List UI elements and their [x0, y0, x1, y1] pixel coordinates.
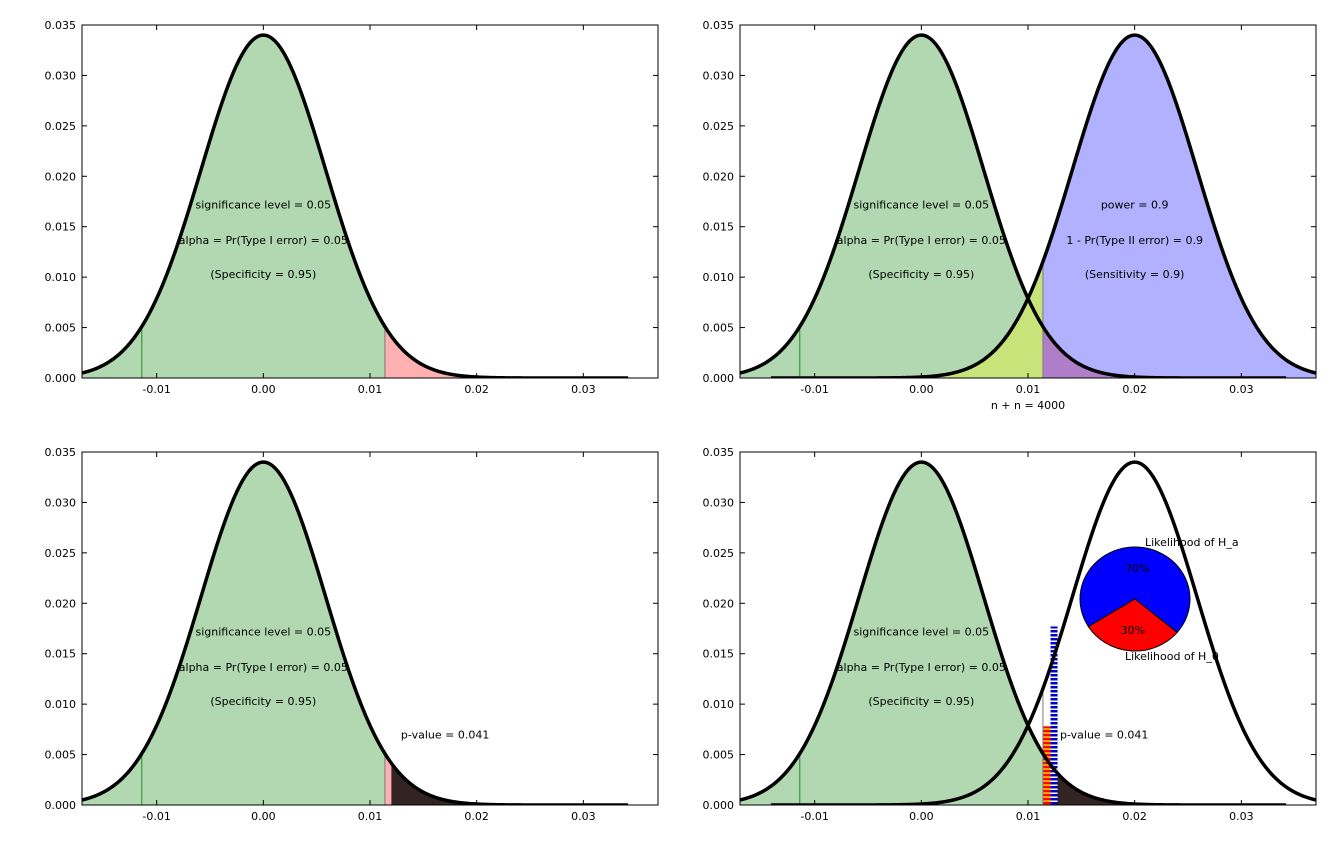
y-tick-label: 0.000 [703, 799, 735, 812]
plot-area [740, 460, 1316, 805]
y-tick-label: 0.025 [45, 547, 77, 560]
x-tick-label: 0.01 [1016, 383, 1041, 396]
y-tick-label: 0.020 [703, 597, 735, 610]
power-area [1042, 35, 1316, 378]
x-tick-label: 0.03 [1229, 810, 1254, 823]
annotation-null-1: significance level = 0.05 [195, 199, 331, 212]
annotation-alt-1: power = 0.9 [1101, 199, 1169, 212]
x-tick-label: -0.01 [142, 810, 170, 823]
x-tick-label: 0.02 [1122, 810, 1147, 823]
chart-panel-2: -0.01 0.00 0.01 0.02 0.03 0.000 0.005 0.010 0.01… [703, 19, 1317, 412]
y-tick-label: 0.035 [703, 446, 735, 459]
y-tick-label: 0.010 [703, 271, 735, 284]
plot-area [82, 460, 629, 805]
y-tick-label: 0.030 [703, 69, 735, 82]
x-tick-label: 0.02 [464, 810, 489, 823]
y-tick-label: 0.030 [45, 496, 77, 509]
chart-panel-4: -0.01 0.00 0.01 0.02 0.03 0.000 0.005 0.010 0.01… [703, 446, 1317, 823]
y-tick-label: 0.005 [45, 322, 77, 335]
x-tick-label: -0.01 [800, 810, 828, 823]
annotation-null-2: alpha = Pr(Type I error) = 0.05 [837, 661, 1006, 674]
y-tick-label: 0.015 [703, 648, 735, 661]
y-tick-label: 0.010 [45, 698, 77, 711]
y-tick-label: 0.000 [45, 372, 77, 385]
y-tick-label: 0.010 [45, 271, 77, 284]
annotation-null-2: alpha = Pr(Type I error) = 0.05 [179, 234, 348, 247]
pie-pct-label-2: 30% [1120, 624, 1144, 637]
x-tick-label: 0.01 [358, 810, 383, 823]
y-tick-label: 0.015 [45, 221, 77, 234]
y-tick-label: 0.005 [45, 749, 77, 762]
y-tick-label: 0.030 [45, 69, 77, 82]
y-tick-label: 0.015 [45, 648, 77, 661]
annotation-null-3: (Specificity = 0.95) [868, 268, 974, 281]
x-tick-label: 0.00 [251, 383, 276, 396]
plot-area [740, 33, 1316, 378]
beta-area-front [740, 261, 1043, 378]
pvalue-area [391, 763, 629, 805]
y-tick-label: 0.020 [703, 170, 735, 183]
y-tick-label: 0.035 [45, 19, 77, 32]
x-tick-label: 0.03 [1229, 383, 1254, 396]
annotation-null-3: (Specificity = 0.95) [868, 695, 974, 708]
y-tick-label: 0.025 [703, 547, 735, 560]
null-acceptance-area-top [740, 35, 1031, 378]
x-tick-label: -0.01 [800, 383, 828, 396]
chart-panel-3: -0.01 0.00 0.01 0.02 0.03 0.000 0.005 0.010 0.01… [45, 446, 659, 823]
y-tick-label: 0.020 [45, 597, 77, 610]
y-tick-label: 0.005 [703, 322, 735, 335]
chart-panel-1: -0.01 0.00 0.01 0.02 0.03 0.000 0.005 0.010 0.01… [45, 19, 659, 396]
annotation-alt-3: (Sensitivity = 0.9) [1085, 268, 1185, 281]
x-tick-label: 0.01 [358, 383, 383, 396]
x-axis-label: n + n = 4000 [991, 399, 1065, 412]
annotation-null-3: (Specificity = 0.95) [210, 268, 316, 281]
y-tick-label: 0.030 [703, 496, 735, 509]
pie-slice-2 [1087, 598, 1178, 652]
pie-label-1: Likelihood of H_a [1145, 536, 1239, 549]
x-tick-label: -0.01 [142, 383, 170, 396]
y-tick-label: 0.000 [703, 372, 735, 385]
x-tick-label: 0.01 [1016, 810, 1041, 823]
y-tick-label: 0.000 [45, 799, 77, 812]
y-tick-label: 0.005 [703, 749, 735, 762]
pie-pct-label-1: 70% [1125, 562, 1149, 575]
alpha-power-overlap-area [1042, 326, 1316, 378]
x-tick-label: 0.03 [571, 383, 596, 396]
annotation-null-1: significance level = 0.05 [195, 626, 331, 639]
plot-area [82, 33, 629, 378]
x-tick-label: 0.02 [1122, 383, 1147, 396]
x-tick-label: 0.03 [571, 810, 596, 823]
y-tick-label: 0.035 [45, 446, 77, 459]
likelihood-pie: 70% Likelihood of H_a 30% Likelihood of H_0 [1079, 536, 1239, 663]
annotation-null-1: significance level = 0.05 [853, 626, 989, 639]
y-tick-label: 0.015 [703, 221, 735, 234]
x-tick-label: 0.02 [464, 383, 489, 396]
pie-slice-1 [1079, 546, 1191, 634]
y-tick-label: 0.035 [703, 19, 735, 32]
x-tick-label: 0.00 [909, 383, 934, 396]
x-tick-label: 0.00 [909, 810, 934, 823]
pvalue-area [1052, 767, 1287, 805]
y-tick-label: 0.025 [703, 120, 735, 133]
annotation-null-2: alpha = Pr(Type I error) = 0.05 [837, 234, 1006, 247]
y-tick-label: 0.020 [45, 170, 77, 183]
annotation-null-2: alpha = Pr(Type I error) = 0.05 [179, 661, 348, 674]
pie-label-2: Likelihood of H_0 [1125, 650, 1219, 663]
pvalue-label: p-value = 0.041 [1060, 728, 1148, 741]
y-tick-label: 0.025 [45, 120, 77, 133]
annotation-alt-2: 1 - Pr(Type II error) = 0.9 [1066, 234, 1203, 247]
alpha-area [384, 326, 629, 378]
x-tick-label: 0.00 [251, 810, 276, 823]
alpha-area [384, 753, 392, 805]
annotation-null-1: significance level = 0.05 [853, 199, 989, 212]
annotation-null-3: (Specificity = 0.95) [210, 695, 316, 708]
y-tick-label: 0.010 [703, 698, 735, 711]
pvalue-label: p-value = 0.041 [401, 728, 489, 741]
